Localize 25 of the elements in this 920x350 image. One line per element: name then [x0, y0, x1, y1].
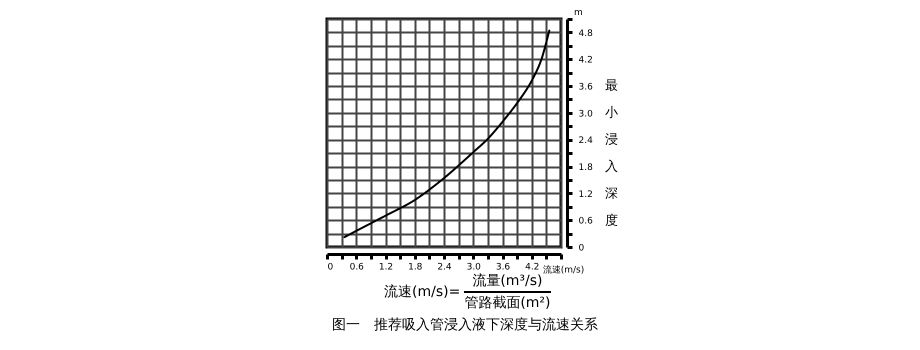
text: 流量(m³/s): [472, 272, 542, 290]
x-tick-label: 4.2: [525, 262, 540, 272]
y-tick-label: 2.4: [578, 136, 594, 146]
y-tick-label: 0: [578, 244, 584, 254]
y-tick-label: 1.2: [578, 190, 593, 200]
x-tick-label: 1.8: [408, 262, 423, 272]
text: 图一 推荐吸入管浸入液下深度与流速关系: [331, 316, 599, 334]
x-tick-label: 3.6: [496, 262, 510, 272]
x-tick-label: 3.0: [466, 262, 482, 272]
y-axis-title: 最小浸入深度: [605, 78, 618, 228]
y-tick-label: 0.6: [578, 216, 594, 227]
x-tick-label: 0: [328, 262, 334, 272]
y-tick-label: 1.8: [578, 163, 594, 174]
x-tick-label: 1.2: [378, 262, 394, 272]
y-tick-label: 3.0: [578, 109, 594, 120]
line-series: [344, 30, 550, 238]
y-tick-label: 4.2: [578, 56, 593, 66]
text: 流速(m/s)=: [384, 283, 460, 301]
y-tick-label: 4.8: [578, 28, 594, 39]
text: m: [574, 8, 583, 18]
x-axis-title: 流速(m/s): [542, 264, 584, 276]
text: 管路截面(m²): [464, 294, 550, 312]
x-tick-label: 0.6: [350, 262, 364, 272]
y-tick-label: 3.6: [578, 82, 594, 93]
x-tick-label: 2.4: [437, 262, 452, 272]
